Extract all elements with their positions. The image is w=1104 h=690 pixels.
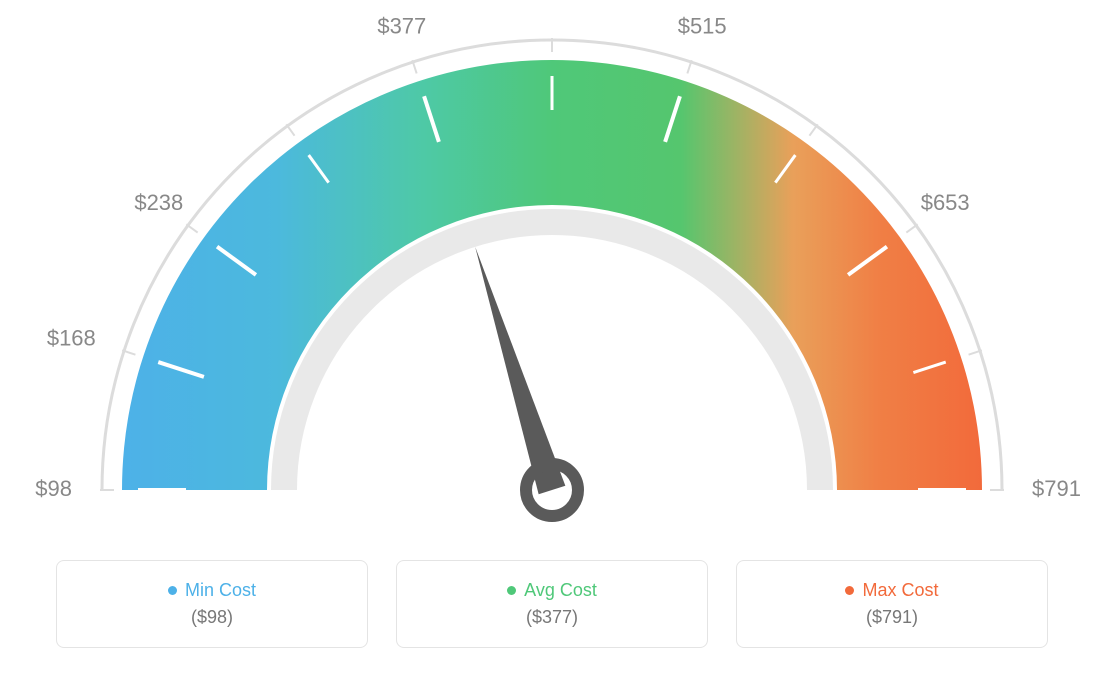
gauge-svg: $98 $168 $238 $377 $515 $653 $791 — [0, 0, 1104, 560]
gauge-chart: $98 $168 $238 $377 $515 $653 $791 — [0, 0, 1104, 560]
legend-min-value: ($98) — [191, 607, 233, 628]
legend-avg-label: Avg Cost — [524, 580, 597, 601]
legend-avg-value: ($377) — [526, 607, 578, 628]
legend-dot-max — [845, 586, 854, 595]
svg-text:$377: $377 — [377, 14, 426, 39]
svg-text:$98: $98 — [35, 476, 72, 501]
legend-max-top: Max Cost — [845, 580, 938, 601]
svg-text:$168: $168 — [47, 326, 96, 351]
svg-text:$515: $515 — [678, 14, 727, 39]
legend-avg-top: Avg Cost — [507, 580, 597, 601]
legend-card-min: Min Cost ($98) — [56, 560, 368, 648]
svg-text:$653: $653 — [921, 190, 970, 215]
legend-min-label: Min Cost — [185, 580, 256, 601]
legend-card-max: Max Cost ($791) — [736, 560, 1048, 648]
legend-max-value: ($791) — [866, 607, 918, 628]
legend-min-top: Min Cost — [168, 580, 256, 601]
legend-max-label: Max Cost — [862, 580, 938, 601]
legend-card-avg: Avg Cost ($377) — [396, 560, 708, 648]
legend-row: Min Cost ($98) Avg Cost ($377) Max Cost … — [0, 560, 1104, 668]
legend-dot-min — [168, 586, 177, 595]
legend-dot-avg — [507, 586, 516, 595]
svg-text:$238: $238 — [134, 190, 183, 215]
svg-text:$791: $791 — [1032, 476, 1081, 501]
